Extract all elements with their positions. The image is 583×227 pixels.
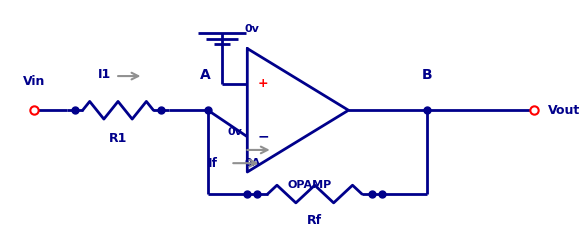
Text: I1: I1 [99,69,111,81]
Text: R1: R1 [109,132,127,146]
Text: 0v: 0v [227,127,243,137]
Text: −: − [258,130,269,144]
Text: +: + [258,77,268,90]
Text: Vout: Vout [548,104,580,117]
Text: Rf: Rf [307,214,322,227]
Text: B: B [422,68,433,82]
Text: Vin: Vin [23,75,45,88]
Text: A: A [200,68,210,82]
Text: 0A: 0A [244,158,261,168]
Text: 0v: 0v [244,24,259,34]
Text: If: If [208,157,218,170]
Text: OPAMP: OPAMP [287,180,331,190]
